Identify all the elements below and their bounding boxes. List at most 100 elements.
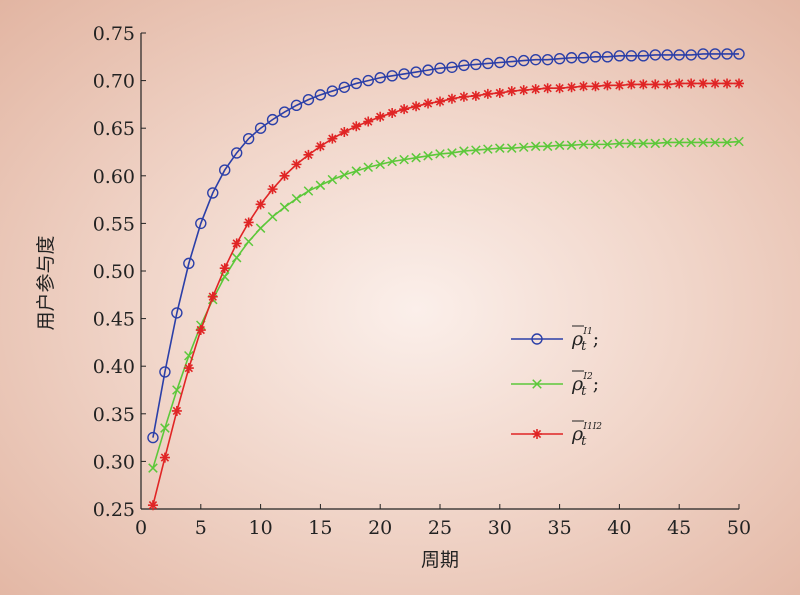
data-point-asterisk (590, 81, 601, 92)
x-tick-label: 50 (727, 517, 751, 539)
data-point-x (578, 139, 589, 150)
series-2 (148, 136, 744, 473)
x-tick-label: 25 (428, 517, 452, 539)
x-tick-label: 5 (195, 517, 207, 539)
data-point-asterisk (578, 81, 589, 92)
data-point-circle (577, 52, 590, 64)
data-point-asterisk (159, 452, 170, 463)
data-point-asterisk (482, 88, 493, 99)
data-point-x (471, 145, 481, 155)
data-point-x (172, 385, 182, 395)
data-point-asterisk (710, 78, 721, 89)
data-point-circle (625, 50, 638, 62)
data-point-asterisk (147, 500, 158, 511)
data-point-circle (494, 56, 506, 69)
data-point-asterisk (375, 111, 386, 122)
data-point-circle (529, 53, 542, 66)
legend-item-2: ρtI2; (511, 370, 599, 399)
data-point-x (267, 211, 278, 222)
y-axis-label: 用户参与度 (35, 235, 57, 330)
data-point-circle (601, 51, 614, 63)
series-line (152, 140, 740, 469)
y-tick-label: 0.70 (93, 71, 135, 93)
data-point-x (483, 144, 493, 154)
data-point-circle (565, 52, 578, 64)
data-point-asterisk (279, 170, 290, 181)
data-point-x (686, 137, 696, 148)
data-point-x (518, 142, 529, 153)
data-point-asterisk (231, 238, 242, 249)
data-point-circle (386, 70, 398, 82)
x-tick-label: 40 (607, 517, 631, 539)
data-point-asterisk (554, 83, 565, 94)
data-point-x (291, 193, 302, 204)
y-tick-label: 0.35 (93, 404, 135, 426)
data-point-circle (553, 53, 566, 65)
y-tick-label: 0.40 (93, 356, 135, 378)
data-point-x (532, 379, 542, 389)
data-point-circle (721, 48, 733, 60)
y-tick-label: 0.55 (93, 213, 135, 235)
data-point-asterisk (339, 127, 350, 138)
legend-label: ρtI1I2 (571, 422, 602, 449)
data-point-circle (458, 59, 470, 72)
data-point-circle (589, 51, 602, 63)
data-point-x (662, 137, 673, 148)
data-point-circle (195, 217, 207, 230)
data-point-x (554, 140, 565, 151)
data-point-asterisk (363, 116, 374, 127)
data-point-asterisk (662, 79, 673, 90)
data-point-circle (697, 48, 709, 60)
data-point-circle (159, 366, 171, 378)
data-point-x (590, 139, 601, 150)
data-point-asterisk (387, 107, 398, 118)
data-point-asterisk (435, 96, 445, 107)
data-point-x (148, 463, 158, 473)
data-point-circle (531, 333, 543, 345)
series-3 (147, 78, 744, 511)
data-point-x (602, 139, 613, 150)
data-point-circle (183, 257, 195, 270)
data-point-asterisk (351, 121, 362, 132)
data-point-circle (398, 68, 410, 80)
data-point-circle (207, 187, 219, 199)
data-point-asterisk (686, 78, 697, 89)
data-point-x (734, 136, 744, 147)
y-tick-label: 0.65 (93, 118, 135, 140)
data-point-x (160, 423, 170, 433)
data-point-asterisk (183, 363, 194, 374)
y-tick-label: 0.60 (93, 166, 135, 188)
legend-label: ρtI1; (571, 327, 599, 354)
data-point-circle (637, 50, 650, 62)
data-point-x (674, 137, 684, 148)
y-tick-label: 0.50 (93, 261, 135, 283)
data-point-x (387, 156, 397, 167)
data-point-circle (673, 49, 685, 61)
y-tick-label: 0.45 (93, 309, 135, 331)
y-tick-label: 0.30 (93, 451, 135, 473)
data-point-asterisk (542, 83, 553, 94)
legend-item-3: ρtI1I2 (511, 420, 602, 449)
legend: ρtI1; ρtI2; ρtI1I2 (511, 325, 602, 449)
data-point-asterisk (411, 101, 422, 112)
data-point-x (506, 143, 517, 153)
series-line (152, 53, 739, 438)
data-point-circle (302, 93, 315, 106)
data-point-asterisk (734, 78, 744, 89)
data-point-circle (362, 74, 374, 87)
data-point-asterisk (722, 78, 733, 89)
data-point-x (459, 146, 469, 156)
data-point-circle (446, 61, 458, 73)
x-tick-label: 15 (308, 517, 332, 539)
data-point-asterisk (207, 291, 218, 302)
data-point-x (315, 180, 326, 191)
data-point-asterisk (518, 85, 529, 96)
data-point-circle (482, 57, 494, 70)
data-point-x (231, 252, 242, 263)
data-point-asterisk (267, 184, 278, 195)
x-tick-label: 20 (368, 517, 392, 539)
data-point-circle (613, 50, 626, 62)
data-point-asterisk (243, 217, 254, 228)
data-point-circle (326, 85, 339, 97)
data-point-circle (290, 99, 303, 112)
